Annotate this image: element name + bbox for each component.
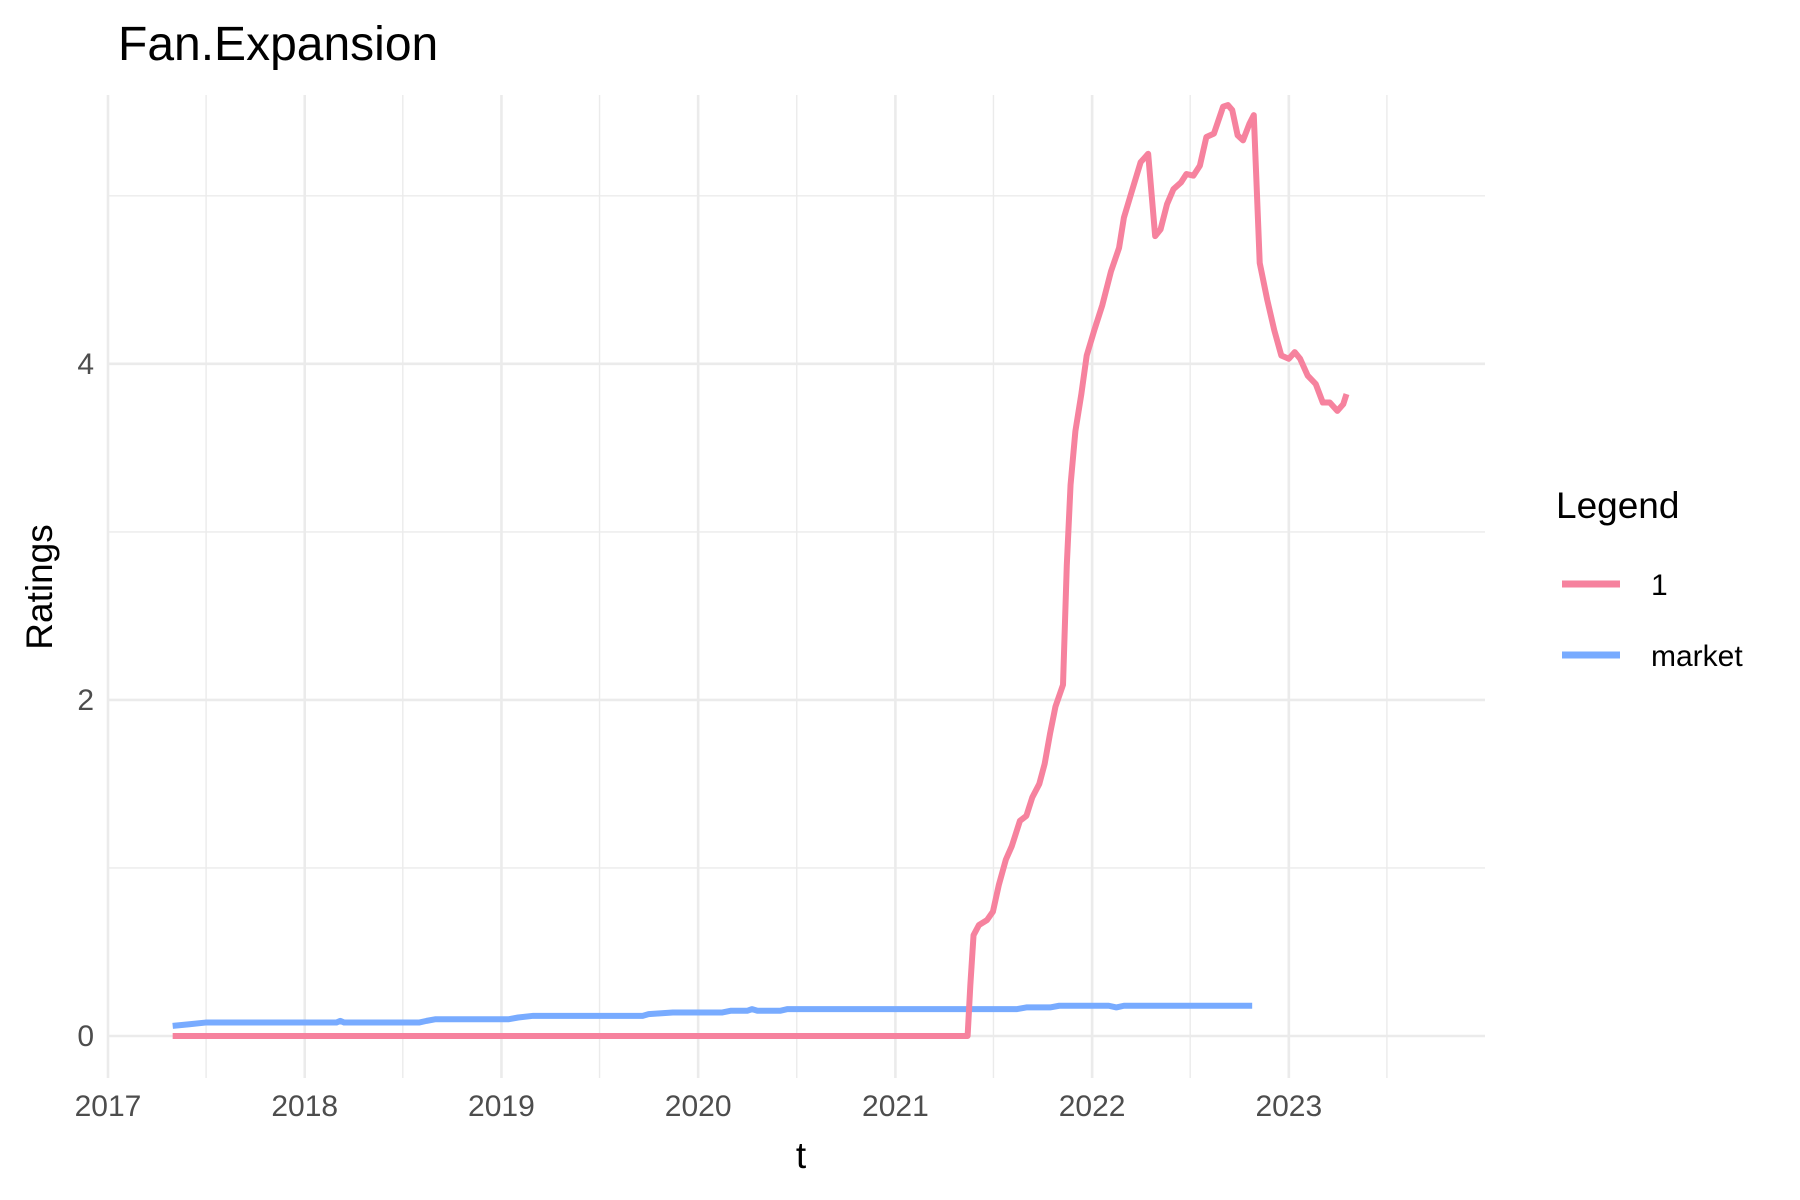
x-tick-label: 2023 (1255, 1090, 1322, 1123)
x-tick-label: 2020 (665, 1090, 732, 1123)
legend: Legend 1 market (1556, 485, 1743, 673)
grid (106, 95, 1485, 1078)
legend-label-market: market (1651, 640, 1743, 673)
series-lines (172, 102, 1350, 1039)
y-tick-label: 2 (77, 684, 94, 717)
y-tick-label: 4 (77, 348, 94, 381)
x-axis-ticks: 2017 2018 2019 2020 2021 2022 2023 (75, 1090, 1323, 1123)
legend-label-1: 1 (1651, 569, 1668, 602)
y-tick-label: 0 (77, 1020, 94, 1053)
chart-title: Fan.Expansion (118, 18, 438, 71)
x-tick-label: 2021 (862, 1090, 929, 1123)
y-axis-ticks: 0 2 4 (77, 348, 94, 1053)
x-axis-title: t (796, 1135, 807, 1176)
legend-title: Legend (1556, 485, 1679, 526)
y-axis-title: Ratings (19, 524, 60, 649)
series-line-1 (172, 102, 1350, 1039)
x-tick-label: 2022 (1059, 1090, 1126, 1123)
x-tick-label: 2019 (468, 1090, 535, 1123)
x-tick-label: 2017 (75, 1090, 142, 1123)
series-line-market (172, 1002, 1253, 1029)
x-tick-label: 2018 (271, 1090, 338, 1123)
